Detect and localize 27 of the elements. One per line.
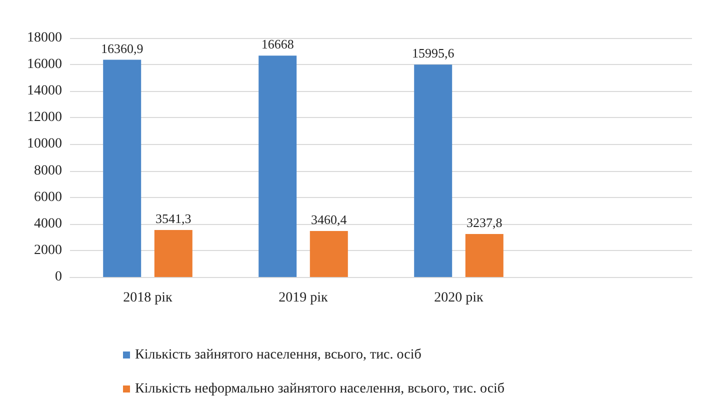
data-label: 3237,8 [466,215,502,230]
y-tick-label: 6000 [34,190,62,205]
legend-label: Кількість зайнятого населення, всього, тис. осіб [135,348,422,362]
bar [103,60,142,277]
data-label: 15995,6 [412,46,455,61]
bar [154,230,192,277]
bar [465,234,504,277]
data-label: 16668 [261,36,294,52]
x-tick-label: 2018 рік [123,290,173,306]
bar [414,64,452,277]
y-tick-label: 0 [55,270,62,284]
legend-label: Кількість неформально зайнятого населення, всього, тис. осіб [135,382,505,396]
y-tick-label: 8000 [34,163,62,178]
x-tick-label: 2020 рік [434,290,484,306]
bar [310,231,348,277]
y-tick-label: 16000 [27,57,62,72]
y-tick-label: 14000 [27,84,62,99]
y-tick-label: 10000 [27,136,62,152]
data-label: 16360,9 [100,40,144,56]
y-tick-label: 4000 [34,216,62,232]
y-tick-label: 2000 [34,242,62,258]
x-tick-label: 2019 рік [278,290,328,306]
bar [258,56,297,277]
data-label: 3541,3 [156,210,192,226]
y-tick-label: 18000 [27,30,62,46]
data-label: 3460,4 [311,212,348,228]
y-tick-label: 12000 [27,110,62,126]
